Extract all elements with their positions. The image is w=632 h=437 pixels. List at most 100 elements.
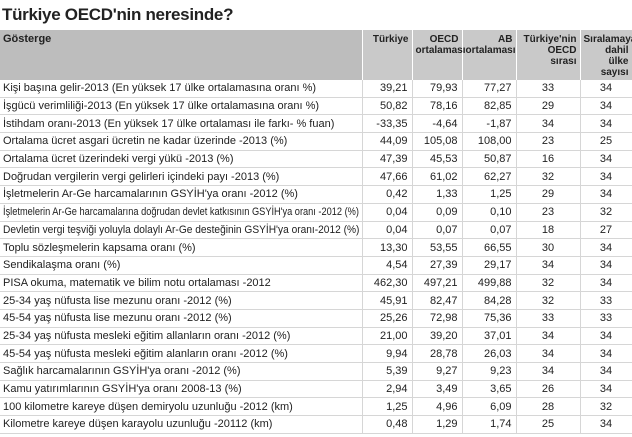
- value-cell: 33: [580, 291, 632, 310]
- cell-text: 16: [541, 153, 555, 166]
- cell-text: Sendikalaşma oranı (%): [3, 259, 121, 272]
- cell-text: 32: [599, 206, 613, 219]
- value-cell: 34: [580, 380, 632, 399]
- cell-text: 25: [599, 135, 613, 148]
- value-cell: 34: [516, 327, 581, 346]
- cell-text: 6,09: [490, 400, 512, 413]
- cell-text: 34: [541, 117, 555, 130]
- value-cell: 34: [580, 415, 632, 434]
- value-cell: 26: [516, 380, 581, 399]
- indicator-cell: Doğrudan vergilerin vergi gelirleri için…: [0, 167, 363, 187]
- value-cell: 29: [516, 97, 581, 116]
- cell-text: 0,48: [386, 418, 408, 431]
- cell-text: 39,21: [379, 82, 408, 95]
- value-cell: 4,54: [362, 256, 413, 275]
- value-cell: 50,87: [462, 150, 517, 169]
- value-cell: 72,98: [412, 309, 463, 328]
- cell-text: 34: [599, 82, 613, 95]
- cell-text: 82,85: [483, 100, 512, 113]
- value-cell: 26,03: [462, 344, 517, 363]
- cell-text: 34: [599, 276, 613, 289]
- cell-text: 9,27: [436, 365, 458, 378]
- value-cell: 27,39: [412, 256, 463, 275]
- cell-text: 78,16: [429, 100, 458, 113]
- value-cell: 105,08: [412, 132, 463, 151]
- value-cell: 27: [580, 221, 632, 240]
- cell-text: Kişi başına gelir-2013 (En yüksek 17 ülk…: [3, 82, 317, 95]
- indicator-cell: 25-34 yaş nüfusta lise mezunu oranı -201…: [0, 291, 363, 310]
- cell-text: 1,25: [386, 400, 408, 413]
- table-row: Kamu yatırımlarının GSYİH'ya oranı 2008-…: [0, 380, 632, 399]
- cell-text: 29: [541, 100, 555, 113]
- value-cell: 28,78: [412, 344, 463, 363]
- indicator-cell: PISA okuma, matematik ve bilim notu orta…: [0, 274, 363, 293]
- cell-text: 34: [599, 170, 613, 183]
- cell-text: 62,27: [483, 170, 512, 183]
- cell-text: Ortalama ücret üzerindeki vergi yükü -20…: [3, 153, 234, 166]
- value-cell: 18: [516, 221, 581, 240]
- value-cell: 32: [516, 291, 581, 310]
- table-row: 25-34 yaş nüfusta mesleki eğitim allanla…: [0, 327, 632, 346]
- cell-text: 1,29: [436, 418, 458, 431]
- value-cell: 34: [580, 80, 632, 98]
- value-cell: -1,87: [462, 114, 517, 134]
- cell-text: 26: [541, 383, 555, 396]
- cell-text: 84,28: [483, 294, 512, 307]
- cell-text: 105,08: [423, 135, 458, 148]
- cell-text: 499,88: [477, 276, 512, 289]
- indicator-cell: Kamu yatırımlarının GSYİH'ya oranı 2008-…: [0, 380, 363, 399]
- value-cell: 21,00: [362, 327, 413, 346]
- value-cell: 77,27: [462, 80, 517, 98]
- cell-text: 4,54: [386, 259, 408, 272]
- cell-text: İşletmelerin Ar-Ge harcamalarına doğruda…: [3, 206, 359, 219]
- value-cell: 16: [516, 150, 581, 169]
- indicator-cell: 100 kilometre kareye düşen demiryolu uzu…: [0, 397, 363, 417]
- column-header: Türkiye'nin OECD sırası: [516, 30, 581, 80]
- cell-text: İşletmelerin Ar-Ge harcamalarının GSYİH'…: [3, 188, 298, 201]
- cell-text: 32: [541, 294, 555, 307]
- cell-text: 33: [541, 82, 555, 95]
- cell-text: 45,53: [429, 153, 458, 166]
- table-body: Kişi başına gelir-2013 (En yüksek 17 ülk…: [0, 80, 632, 434]
- value-cell: 34: [580, 97, 632, 116]
- cell-text: İşgücü verimliliği-2013 (En yüksek 17 ül…: [3, 100, 320, 113]
- value-cell: 33: [580, 309, 632, 328]
- column-header: OECD ortalaması: [412, 30, 466, 80]
- cell-text: 25-34 yaş nüfusta lise mezunu oranı -201…: [3, 294, 232, 307]
- cell-text: 28: [541, 400, 555, 413]
- value-cell: 79,93: [412, 80, 463, 98]
- cell-text: 34: [599, 241, 613, 254]
- value-cell: 29: [516, 185, 581, 204]
- cell-text: 23: [541, 206, 555, 219]
- cell-text: 44,09: [379, 135, 408, 148]
- table-row: PISA okuma, matematik ve bilim notu orta…: [0, 274, 632, 293]
- value-cell: 0,09: [412, 203, 463, 222]
- indicator-cell: 25-34 yaş nüfusta mesleki eğitim allanla…: [0, 327, 363, 346]
- cell-text: 34: [541, 347, 555, 360]
- value-cell: 23: [516, 132, 581, 151]
- value-cell: 3,65: [462, 380, 517, 399]
- value-cell: 34: [580, 327, 632, 346]
- cell-text: 25: [541, 418, 555, 431]
- value-cell: 33: [516, 80, 581, 98]
- cell-text: 25-34 yaş nüfusta mesleki eğitim allanla…: [3, 329, 291, 342]
- cell-text: 61,02: [429, 170, 458, 183]
- value-cell: 2,94: [362, 380, 413, 399]
- cell-text: 72,98: [429, 312, 458, 325]
- cell-text: 34: [541, 365, 555, 378]
- value-cell: 0,48: [362, 415, 413, 434]
- cell-text: 34: [599, 383, 613, 396]
- cell-text: 53,55: [429, 241, 458, 254]
- value-cell: 13,30: [362, 238, 413, 257]
- cell-text: 3,49: [436, 383, 458, 396]
- cell-text: 0,04: [386, 223, 408, 236]
- cell-text: 33: [541, 312, 555, 325]
- value-cell: 1,74: [462, 415, 517, 434]
- value-cell: 3,49: [412, 380, 463, 399]
- cell-text: 13,30: [379, 241, 408, 254]
- table-row: Toplu sözleşmelerin kapsama oranı (%) 13,…: [0, 238, 632, 257]
- value-cell: 0,04: [362, 221, 413, 240]
- table-row: Sağlık harcamalarının GSYİH'ya oranı -20…: [0, 362, 632, 381]
- value-cell: 25: [580, 132, 632, 151]
